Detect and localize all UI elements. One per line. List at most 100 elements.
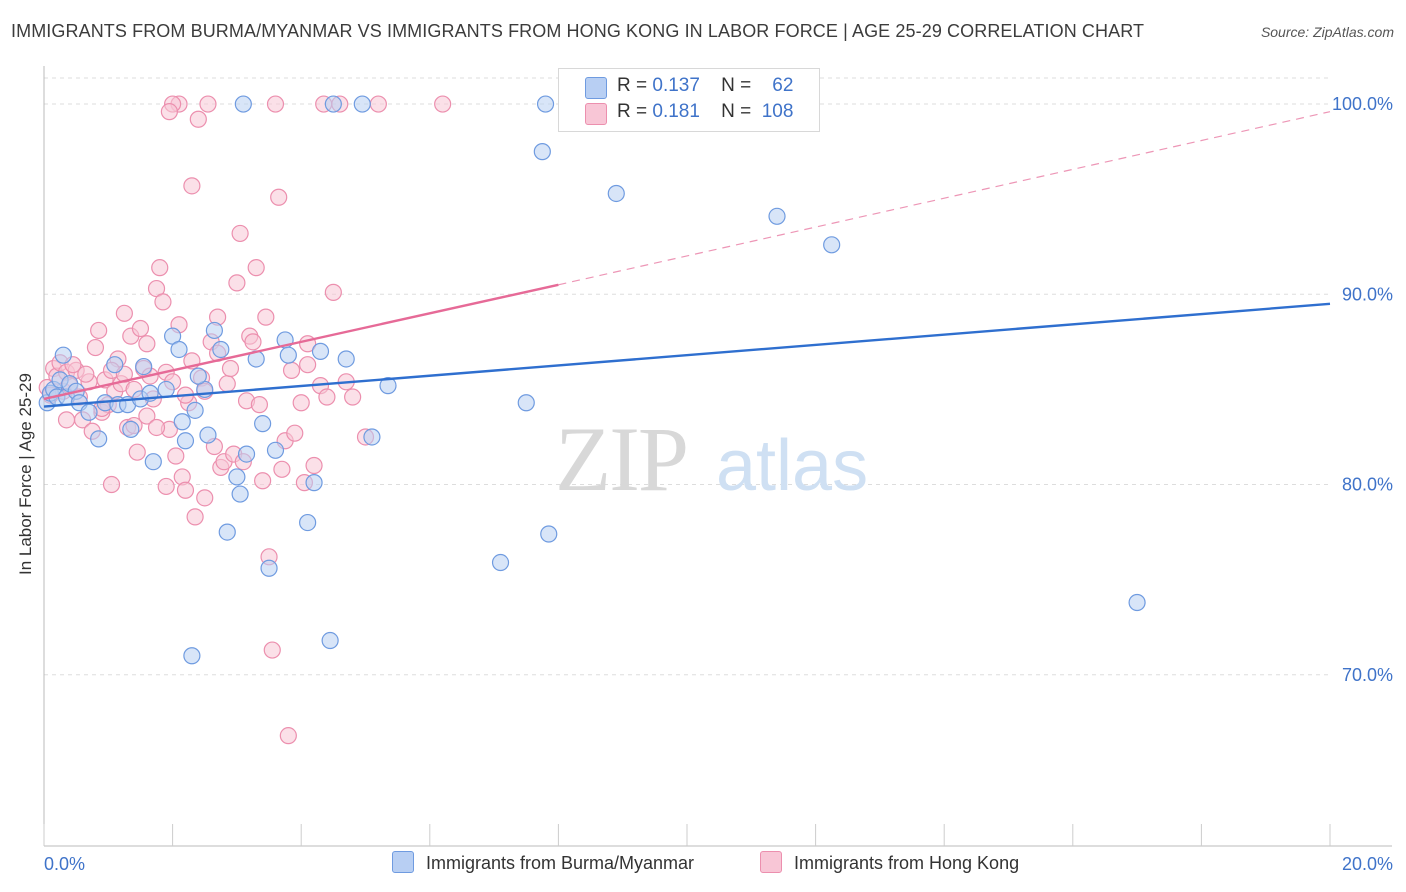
bottom-legend-hongkong: Immigrants from Hong Kong (760, 851, 1019, 874)
hongkong-point (228, 274, 246, 292)
burma-trend-line (43, 302, 1331, 408)
chart-title: IMMIGRANTS FROM BURMA/MYANMAR VS IMMIGRA… (11, 21, 1145, 41)
burma-point (607, 184, 625, 203)
hongkong-point (254, 472, 272, 490)
bottom-legend-label-burma: Immigrants from Burma/Myanmar (426, 853, 695, 873)
hongkong-point (102, 475, 121, 494)
burma-point (363, 428, 381, 446)
burma-point (279, 346, 297, 364)
hongkong-point (86, 338, 105, 357)
burma-point (135, 357, 153, 376)
hongkong-point (434, 95, 452, 113)
hongkong-point (90, 321, 108, 340)
burma-point (1128, 593, 1146, 612)
hongkong-point (221, 359, 240, 378)
hongkong-point (138, 335, 156, 353)
y-tick-label: 70.0% (1342, 665, 1393, 685)
legend-n-burma: 62 (772, 75, 794, 96)
source-label: Source: ZipAtlas.com (1260, 24, 1394, 40)
watermark-zip: ZIP (555, 408, 687, 510)
y-tick-label: 90.0% (1342, 284, 1393, 304)
hongkong-point (263, 641, 281, 659)
burma-point (299, 513, 317, 532)
bottom-legend-burma: Immigrants from Burma/Myanmar (392, 851, 694, 874)
hongkong-point (154, 293, 172, 311)
burma-point (212, 340, 230, 359)
watermark-atlas: atlas (716, 426, 868, 506)
hongkong-point (244, 333, 262, 351)
burma-point (199, 426, 217, 444)
burma-point (321, 631, 339, 650)
legend-swatch-hongkong (585, 103, 607, 125)
hongkong-point (151, 259, 169, 277)
y-axis-label: In Labor Force | Age 25-29 (16, 373, 35, 575)
burma-point (768, 207, 786, 225)
legend-r-label: R = (617, 101, 648, 122)
legend-n-label: N = (721, 75, 752, 96)
burma-point (517, 394, 535, 412)
hongkong-point (167, 447, 185, 465)
hongkong-point (183, 177, 201, 195)
hongkong-point (138, 407, 156, 425)
burma-point (305, 474, 323, 492)
hongkong-point (157, 477, 175, 496)
burma-point (144, 453, 162, 471)
burma-point (218, 523, 236, 541)
hongkong-point (186, 508, 204, 526)
hongkong-point (299, 356, 317, 374)
burma-point (90, 430, 108, 448)
bottom-legend-swatch-burma (392, 851, 414, 873)
hongkong-point (147, 418, 166, 437)
burma-point (533, 143, 551, 161)
hongkong-point (199, 95, 217, 113)
burma-point (228, 468, 246, 486)
x-tick-label-left: 0.0% (44, 854, 85, 874)
legend-r-hongkong: 0.181 (652, 101, 700, 122)
hongkong-point (324, 283, 342, 301)
burma-point (122, 420, 140, 438)
legend-r-burma: 0.137 (652, 75, 700, 96)
burma-point (173, 413, 191, 431)
burma-point (234, 95, 252, 113)
hongkong-point (196, 489, 214, 507)
burma-point (183, 647, 201, 665)
hongkong-point (282, 361, 301, 379)
burma-point (80, 403, 98, 421)
legend-n-label: N = (721, 101, 752, 122)
burma-point (379, 377, 397, 395)
burma-point (54, 346, 72, 364)
burma-point (337, 350, 355, 368)
burma-point (186, 401, 204, 419)
hongkong-point (115, 304, 133, 322)
burma-point (260, 559, 278, 577)
burma-point (311, 342, 330, 360)
legend-swatch-burma (585, 77, 607, 99)
hongkong-point (160, 103, 178, 121)
hongkong-point (131, 319, 150, 338)
burma-point (353, 95, 371, 113)
hongkong-point (57, 411, 76, 429)
correlation-legend: R = 0.137 N = 62 R = 0.181 N = 108 (558, 68, 820, 132)
hongkong-point (257, 308, 275, 326)
hongkong-point (286, 424, 304, 442)
hongkong-point (270, 188, 288, 206)
burma-point (176, 432, 195, 450)
hongkong-trend-extension (558, 111, 1331, 286)
y-tick-label: 100.0% (1332, 94, 1393, 114)
hongkong-point (292, 394, 310, 412)
hongkong-point (279, 727, 297, 745)
legend-n-hongkong: 108 (761, 101, 794, 122)
burma-point (106, 356, 124, 374)
hongkong-point (77, 365, 95, 383)
hongkong-point (369, 95, 387, 113)
bottom-legend-label-hongkong: Immigrants from Hong Kong (794, 853, 1020, 873)
burma-point (266, 441, 285, 459)
hongkong-point (247, 259, 265, 277)
hongkong-point (273, 460, 291, 478)
burma-point (157, 380, 175, 399)
hongkong-trend-line (43, 283, 559, 401)
hongkong-point (266, 95, 285, 113)
bottom-legend-swatch-hongkong (760, 851, 782, 873)
hongkong-point (176, 481, 195, 499)
